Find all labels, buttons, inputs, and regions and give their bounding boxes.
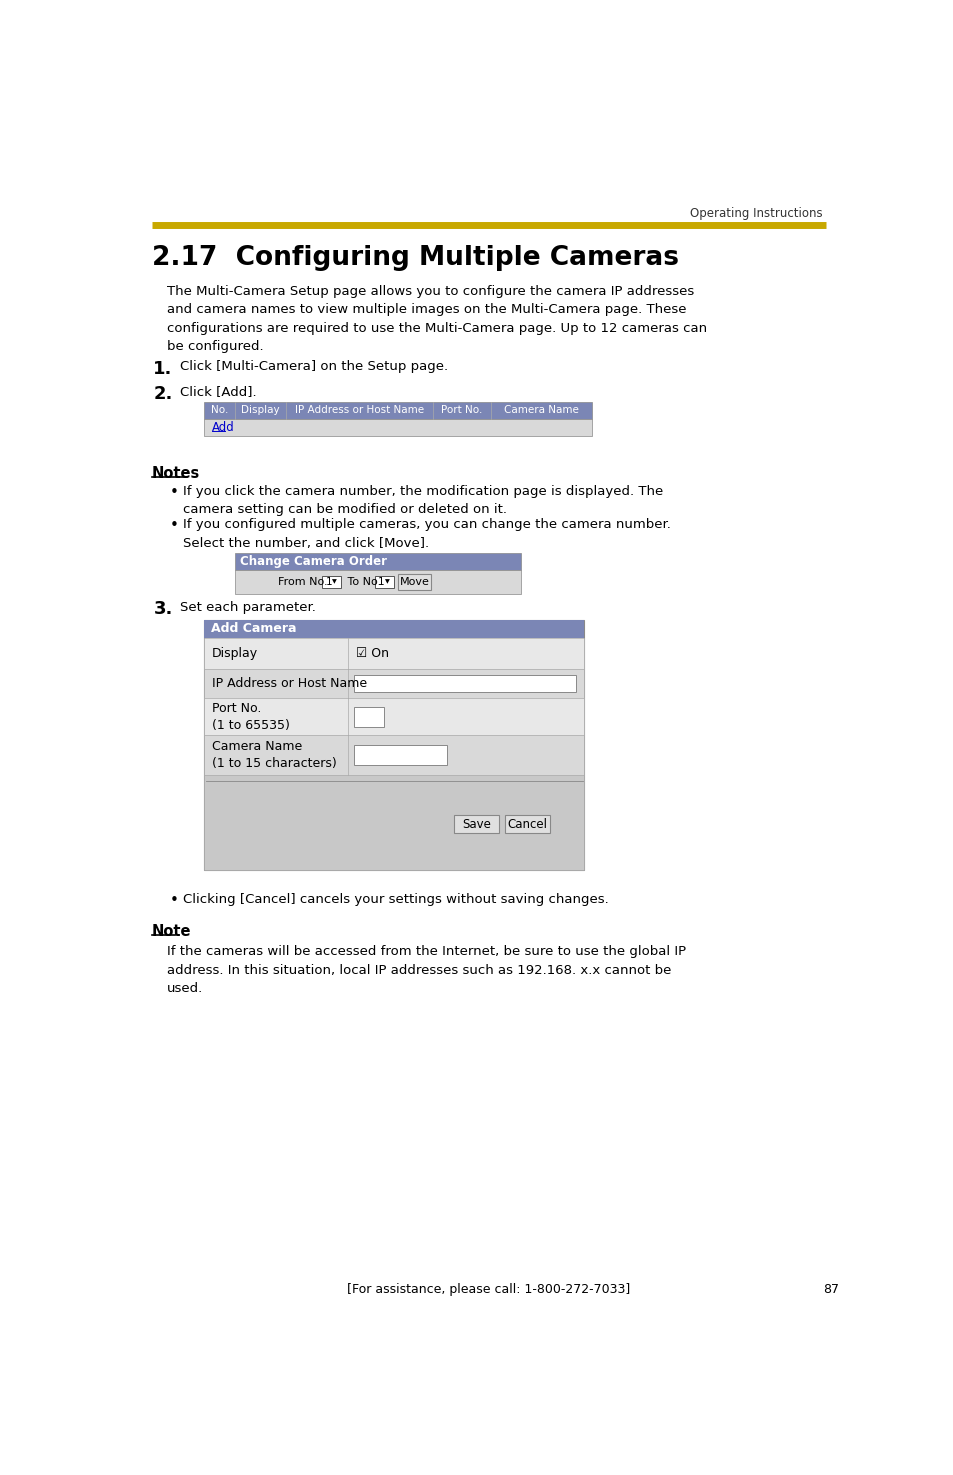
Text: Click [Multi-Camera] on the Setup page.: Click [Multi-Camera] on the Setup page.: [179, 360, 447, 373]
Text: •: •: [170, 518, 178, 532]
Text: IP Address or Host Name: IP Address or Host Name: [212, 677, 367, 690]
Text: ☑ On: ☑ On: [355, 648, 388, 661]
Text: Cancel: Cancel: [507, 817, 547, 830]
Text: Display: Display: [212, 648, 258, 661]
Text: No.: No.: [212, 406, 229, 416]
Bar: [204, 698, 583, 735]
Bar: [204, 639, 583, 670]
Text: Port No.
(1 to 65535): Port No. (1 to 65535): [212, 702, 290, 732]
Bar: [235, 553, 520, 569]
Text: If you click the camera number, the modification page is displayed. The
camera s: If you click the camera number, the modi…: [183, 485, 662, 516]
Bar: [204, 419, 592, 435]
Text: Port No.: Port No.: [441, 406, 482, 416]
Text: Add Camera: Add Camera: [211, 622, 295, 636]
Text: Camera Name: Camera Name: [503, 406, 578, 416]
Bar: [375, 575, 394, 589]
Text: Change Camera Order: Change Camera Order: [240, 555, 387, 568]
Bar: [204, 401, 592, 419]
Text: ▼: ▼: [332, 580, 336, 584]
Text: Click [Add].: Click [Add].: [179, 385, 256, 398]
Text: 1: 1: [325, 577, 332, 587]
Bar: [354, 707, 383, 727]
Text: The Multi-Camera Setup page allows you to configure the camera IP addresses
and : The Multi-Camera Setup page allows you t…: [167, 285, 707, 354]
Text: •: •: [170, 892, 178, 909]
Text: Operating Instructions: Operating Instructions: [690, 208, 822, 220]
Text: 1: 1: [377, 577, 384, 587]
Text: Add: Add: [212, 420, 234, 434]
Bar: [322, 575, 340, 589]
Bar: [204, 735, 583, 776]
Text: Move: Move: [399, 577, 429, 587]
Text: 1.: 1.: [153, 360, 172, 378]
Text: Camera Name
(1 to 15 characters): Camera Name (1 to 15 characters): [212, 740, 336, 770]
Text: Set each parameter.: Set each parameter.: [179, 600, 315, 614]
Bar: [204, 620, 583, 639]
Bar: [204, 776, 583, 870]
Text: Save: Save: [461, 817, 491, 830]
Text: If the cameras will be accessed from the Internet, be sure to use the global IP
: If the cameras will be accessed from the…: [167, 945, 686, 996]
Text: 2.17  Configuring Multiple Cameras: 2.17 Configuring Multiple Cameras: [152, 245, 679, 271]
Text: Notes: Notes: [152, 466, 200, 481]
Text: Display: Display: [241, 406, 280, 416]
Text: If you configured multiple cameras, you can change the camera number.
Select the: If you configured multiple cameras, you …: [183, 518, 670, 550]
Bar: [354, 745, 447, 766]
Text: [For assistance, please call: 1-800-272-7033]: [For assistance, please call: 1-800-272-…: [347, 1283, 630, 1297]
Bar: [204, 670, 583, 698]
Bar: [354, 676, 576, 692]
Text: 87: 87: [822, 1283, 838, 1297]
Bar: [454, 816, 498, 833]
Text: Clicking [Cancel] cancels your settings without saving changes.: Clicking [Cancel] cancels your settings …: [183, 892, 608, 906]
Text: From No.: From No.: [278, 577, 328, 587]
Bar: [397, 574, 431, 590]
Bar: [204, 620, 583, 870]
Text: 2.: 2.: [153, 385, 172, 403]
Text: ▼: ▼: [385, 580, 390, 584]
Text: •: •: [170, 485, 178, 500]
Bar: [235, 569, 520, 594]
Text: 3.: 3.: [153, 600, 172, 618]
Bar: [505, 816, 550, 833]
Text: To No.: To No.: [344, 577, 381, 587]
Text: IP Address or Host Name: IP Address or Host Name: [294, 406, 424, 416]
Text: Note: Note: [152, 923, 192, 940]
